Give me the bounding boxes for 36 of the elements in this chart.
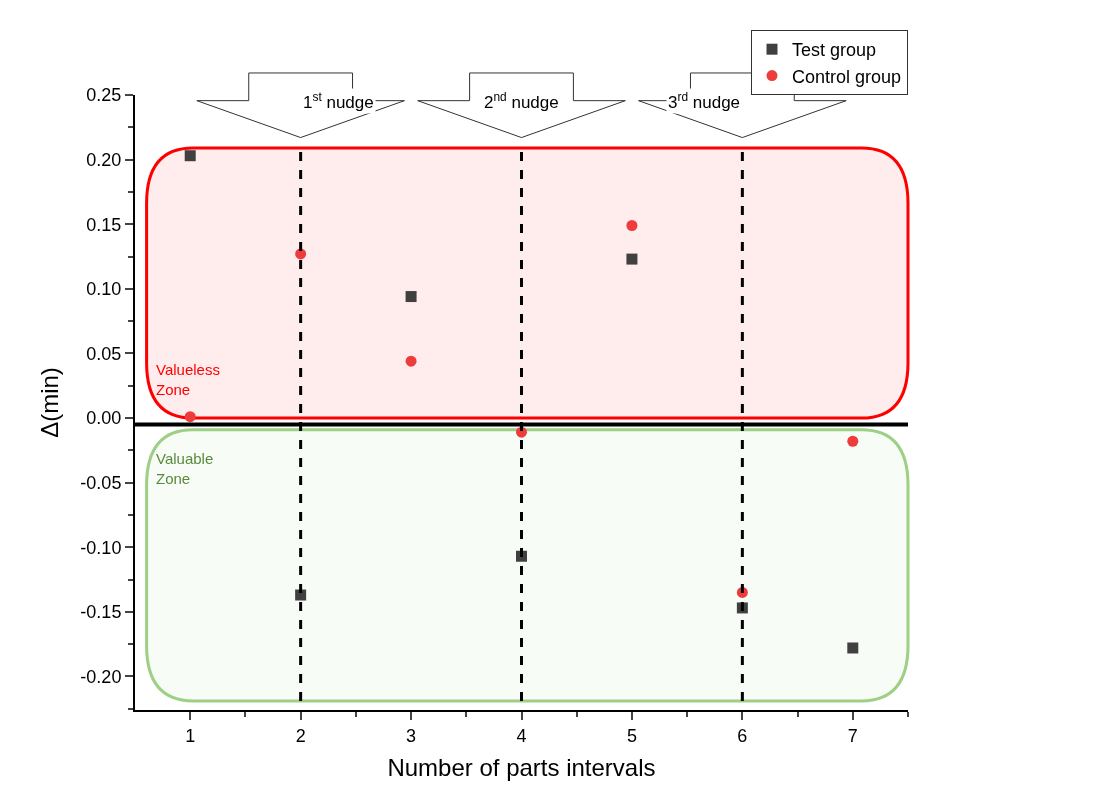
- y-tick-label: 0.25: [86, 85, 122, 106]
- point: [626, 219, 638, 231]
- y-tick-label: 0.10: [86, 279, 122, 300]
- y-axis-title: Δ(min): [35, 367, 63, 438]
- x-tick-label: 5: [626, 725, 637, 746]
- x-tick-label: 6: [737, 725, 748, 746]
- point: [184, 150, 196, 162]
- x-tick-label: 4: [516, 725, 527, 746]
- point: [405, 355, 417, 367]
- band-label: Valuable Zone: [156, 450, 214, 487]
- y-tick-label: 0.00: [86, 408, 122, 429]
- point: [405, 291, 417, 303]
- annotation: 2$^{nd}$ nudge: [484, 90, 559, 113]
- y-tick-label: -0.15: [80, 602, 122, 623]
- x-axis-title: Number of parts intervals: [387, 754, 656, 782]
- x-tick-label: 7: [847, 725, 858, 746]
- point: [847, 435, 859, 447]
- y-tick-label: 0.05: [86, 343, 122, 364]
- y-tick-label: -0.05: [80, 472, 122, 493]
- y-tick-label: -0.10: [80, 537, 122, 558]
- point: [295, 248, 307, 260]
- point: [847, 642, 859, 654]
- legend-label: Control group: [792, 66, 902, 87]
- x-tick-label: 2: [295, 725, 306, 746]
- band-label: Valueless Zone: [156, 361, 220, 398]
- annotation: 3$^{rd}$ nudge: [668, 90, 741, 113]
- point: [626, 253, 638, 265]
- legend-label: Test group: [792, 40, 877, 61]
- y-tick-label: -0.20: [80, 666, 122, 687]
- annotation: 1$^{st}$ nudge: [303, 90, 374, 113]
- y-tick-label: 0.15: [86, 214, 122, 235]
- point: [184, 411, 196, 423]
- x-tick-label: 1: [185, 725, 196, 746]
- x-tick-label: 3: [406, 725, 417, 746]
- point: [295, 589, 307, 601]
- y-tick-label: 0.20: [86, 149, 122, 170]
